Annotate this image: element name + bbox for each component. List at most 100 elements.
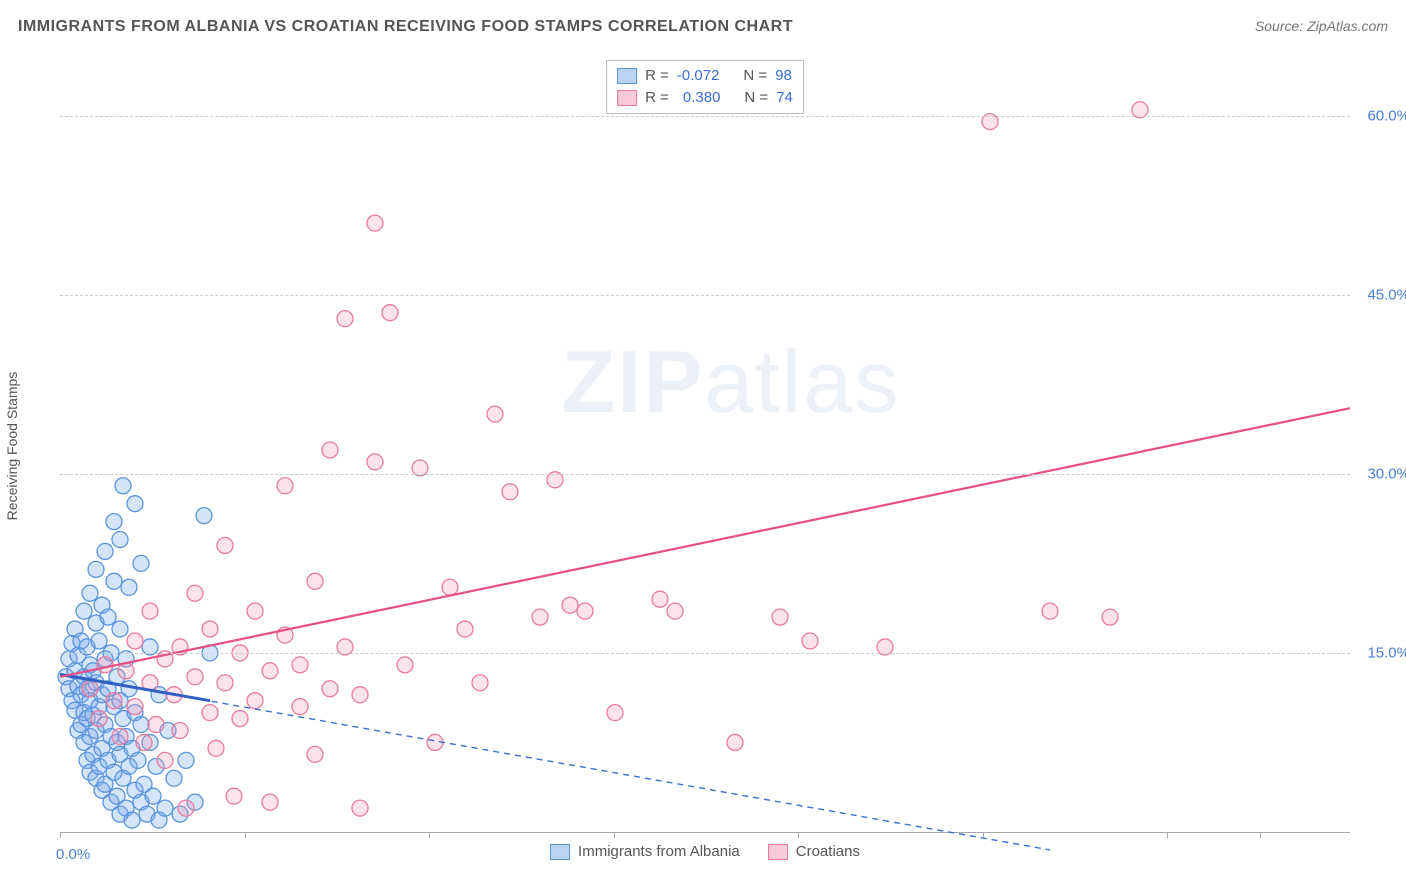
data-point-albania (121, 579, 137, 595)
legend-row-croatians: R = 0.380 N = 74 (617, 87, 793, 109)
n-value-albania: 98 (775, 65, 792, 87)
data-point-croatians (472, 675, 488, 691)
data-point-croatians (1102, 609, 1118, 625)
data-point-croatians (322, 442, 338, 458)
data-point-croatians (352, 800, 368, 816)
source-prefix: Source: (1255, 18, 1307, 34)
data-point-croatians (532, 609, 548, 625)
data-point-croatians (652, 591, 668, 607)
data-point-croatians (607, 705, 623, 721)
data-point-albania (97, 543, 113, 559)
x-tick (60, 832, 61, 838)
source-attribution: Source: ZipAtlas.com (1255, 18, 1388, 34)
x-tick (798, 832, 799, 838)
chart-title: IMMIGRANTS FROM ALBANIA VS CROATIAN RECE… (18, 18, 793, 35)
gridline (60, 116, 1350, 117)
data-point-albania (106, 514, 122, 530)
data-point-croatians (292, 657, 308, 673)
data-point-croatians (232, 711, 248, 727)
data-point-croatians (202, 621, 218, 637)
data-point-croatians (262, 794, 278, 810)
legend-row-albania: R = -0.072 N = 98 (617, 65, 793, 87)
data-point-albania (76, 603, 92, 619)
x-tick (614, 832, 615, 838)
data-point-croatians (97, 657, 113, 673)
data-point-albania (106, 573, 122, 589)
data-point-croatians (106, 693, 122, 709)
x-tick (983, 832, 984, 838)
data-point-croatians (112, 728, 128, 744)
data-point-croatians (277, 478, 293, 494)
data-point-croatians (367, 454, 383, 470)
data-point-albania (115, 478, 131, 494)
data-point-croatians (562, 597, 578, 613)
data-point-croatians (247, 603, 263, 619)
data-point-croatians (148, 717, 164, 733)
data-point-croatians (247, 693, 263, 709)
data-point-croatians (82, 681, 98, 697)
data-point-croatians (307, 573, 323, 589)
data-point-albania (82, 585, 98, 601)
x-tick (1260, 832, 1261, 838)
data-point-croatians (157, 752, 173, 768)
y-tick-label: 60.0% (1367, 107, 1406, 124)
data-point-albania (112, 532, 128, 548)
data-point-albania (88, 561, 104, 577)
data-point-albania (166, 770, 182, 786)
data-point-albania (133, 555, 149, 571)
data-point-croatians (397, 657, 413, 673)
data-point-albania (124, 812, 140, 828)
data-point-albania (100, 609, 116, 625)
data-point-croatians (667, 603, 683, 619)
n-label: N = (743, 65, 767, 87)
gridline (60, 474, 1350, 475)
r-value-croatians: 0.380 (683, 87, 721, 109)
data-point-croatians (307, 746, 323, 762)
x-tick (245, 832, 246, 838)
x-tick (1167, 832, 1168, 838)
y-tick-label: 30.0% (1367, 465, 1406, 482)
data-point-croatians (172, 723, 188, 739)
data-point-albania (127, 496, 143, 512)
data-point-croatians (337, 311, 353, 327)
data-point-albania (157, 800, 173, 816)
y-tick-label: 0.0% (56, 846, 1406, 863)
data-point-croatians (187, 585, 203, 601)
data-point-croatians (178, 800, 194, 816)
swatch-albania-icon (617, 68, 637, 84)
data-point-albania (133, 717, 149, 733)
n-value-croatians: 74 (776, 87, 793, 109)
y-axis-label: Receiving Food Stamps (4, 372, 20, 521)
data-point-albania (178, 752, 194, 768)
gridline (60, 295, 1350, 296)
data-point-croatians (367, 215, 383, 231)
data-point-albania (196, 508, 212, 524)
data-point-croatians (91, 711, 107, 727)
data-point-croatians (577, 603, 593, 619)
data-point-croatians (382, 305, 398, 321)
data-point-croatians (208, 740, 224, 756)
r-label: R = (645, 87, 669, 109)
y-tick-label: 15.0% (1367, 644, 1406, 661)
data-point-croatians (502, 484, 518, 500)
data-point-croatians (226, 788, 242, 804)
plot-frame: ZIPatlas R = -0.072 N = 98 R = 0.380 N =… (60, 56, 1350, 832)
legend-correlation-box: R = -0.072 N = 98 R = 0.380 N = 74 (606, 60, 804, 114)
data-point-albania (145, 788, 161, 804)
data-point-croatians (127, 699, 143, 715)
data-point-croatians (187, 669, 203, 685)
data-point-albania (130, 752, 146, 768)
x-tick (429, 832, 430, 838)
swatch-croatians-icon (617, 90, 637, 106)
chart-svg (60, 56, 1350, 832)
data-point-croatians (727, 734, 743, 750)
plot-area: ZIPatlas R = -0.072 N = 98 R = 0.380 N =… (60, 56, 1350, 833)
r-value-albania: -0.072 (677, 65, 720, 87)
data-point-croatians (217, 675, 233, 691)
source-name: ZipAtlas.com (1307, 18, 1388, 34)
data-point-croatians (322, 681, 338, 697)
data-point-croatians (352, 687, 368, 703)
gridline (60, 653, 1350, 654)
r-label: R = (645, 65, 669, 87)
data-point-croatians (142, 603, 158, 619)
